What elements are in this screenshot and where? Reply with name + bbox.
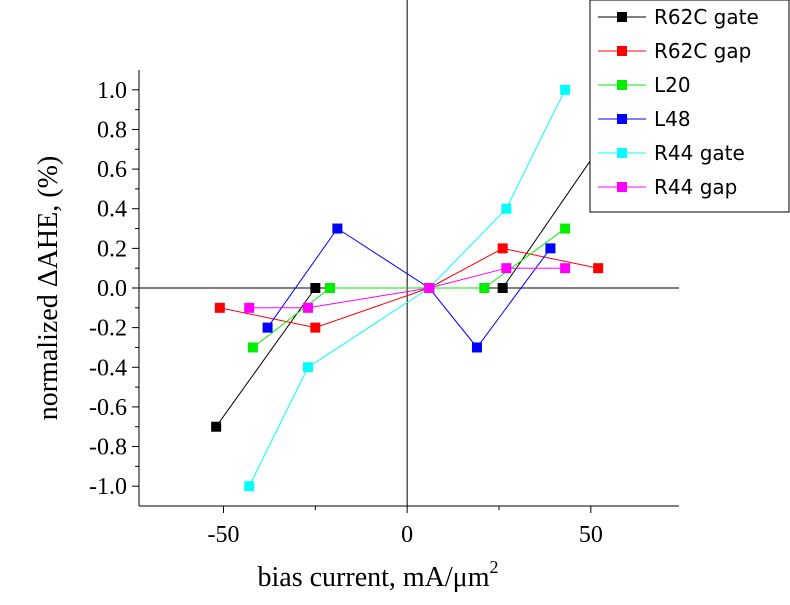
y-tick-label: 0.0 bbox=[97, 276, 127, 302]
y-tick-label: -0.8 bbox=[89, 435, 127, 461]
x-axis-title-superscript: 2 bbox=[489, 557, 498, 577]
legend-entry: R62C gate bbox=[598, 5, 759, 29]
data-point bbox=[310, 283, 321, 293]
data-point bbox=[262, 322, 273, 333]
legend-label: R44 gate bbox=[654, 141, 745, 165]
y-tick-label: 0.4 bbox=[97, 197, 127, 223]
y-tick-label: -0.6 bbox=[89, 395, 127, 421]
axes: -50 0 50 -1.0 -0.8 -0.6 -0.4 -0.2 0.0 0.2 0.4 0.6 0.… bbox=[89, 0, 679, 548]
x-axis-title: bias current, mA/μm2 bbox=[258, 557, 499, 593]
legend-marker bbox=[617, 46, 627, 56]
legend-box bbox=[589, 0, 790, 213]
legend-marker bbox=[617, 114, 627, 124]
y-tick-label: 1.0 bbox=[97, 78, 127, 104]
series bbox=[244, 263, 571, 313]
legend-entry: L48 bbox=[598, 107, 691, 131]
data-point bbox=[332, 223, 343, 234]
data-point bbox=[325, 283, 336, 293]
y-tick-label: 0.6 bbox=[97, 157, 127, 183]
data-point bbox=[244, 481, 255, 492]
legend-marker bbox=[617, 148, 627, 158]
data-point bbox=[497, 283, 508, 293]
legend-marker bbox=[617, 80, 627, 90]
legend-label: R62C gap bbox=[654, 39, 751, 63]
x-tick-label: -50 bbox=[207, 522, 239, 548]
legend-label: R62C gate bbox=[654, 5, 759, 29]
legend-entry: L20 bbox=[598, 73, 691, 97]
legend-marker bbox=[617, 182, 627, 192]
y-tick-label: -0.4 bbox=[89, 355, 127, 381]
legend-entry: R62C gap bbox=[598, 39, 751, 63]
data-point bbox=[479, 283, 490, 293]
x-axis-title-main: bias current, mA/μm bbox=[258, 562, 490, 593]
data-point bbox=[302, 362, 313, 373]
data-point bbox=[497, 243, 508, 254]
legend-label: L48 bbox=[654, 107, 691, 131]
legend-marker bbox=[617, 12, 627, 22]
data-point bbox=[560, 223, 571, 234]
data-point bbox=[545, 243, 556, 254]
x-tick-label: 0 bbox=[401, 522, 413, 548]
data-point bbox=[211, 421, 222, 432]
legend-entry: R44 gate bbox=[598, 141, 745, 165]
data-point bbox=[214, 302, 225, 313]
y-tick-label: -0.2 bbox=[89, 316, 127, 342]
data-point bbox=[560, 263, 571, 274]
data-point bbox=[302, 302, 313, 313]
y-tick-label: 0.8 bbox=[97, 117, 127, 143]
data-point bbox=[424, 283, 435, 293]
y-axis-title: normalized ΔAHE, (%) bbox=[33, 156, 64, 420]
data-point bbox=[310, 322, 321, 333]
x-tick-label: 50 bbox=[579, 522, 603, 548]
legend-label: R44 gap bbox=[654, 175, 737, 199]
data-point bbox=[501, 263, 512, 274]
data-point bbox=[501, 203, 512, 214]
legend-label: L20 bbox=[654, 73, 691, 97]
data-point bbox=[560, 84, 571, 95]
legend-entry: R44 gap bbox=[598, 175, 737, 199]
y-tick-label: -1.0 bbox=[89, 474, 127, 500]
data-point bbox=[247, 342, 258, 353]
y-tick-label: 0.2 bbox=[97, 236, 127, 262]
data-point bbox=[244, 302, 255, 313]
legend: R62C gate R62C gap L20 L48 R44 gate R44 gap bbox=[589, 0, 790, 213]
data-point bbox=[471, 342, 482, 353]
data-point bbox=[593, 263, 604, 274]
series-layer bbox=[211, 84, 604, 492]
